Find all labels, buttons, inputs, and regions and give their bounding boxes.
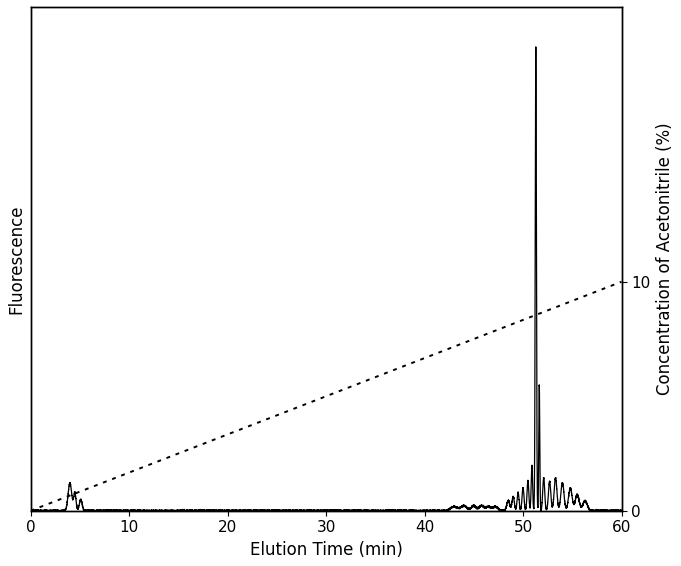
X-axis label: Elution Time (min): Elution Time (min) bbox=[249, 541, 402, 559]
Y-axis label: Concentration of Acetonitrile (%): Concentration of Acetonitrile (%) bbox=[656, 123, 674, 395]
Y-axis label: Fluorescence: Fluorescence bbox=[7, 204, 25, 314]
